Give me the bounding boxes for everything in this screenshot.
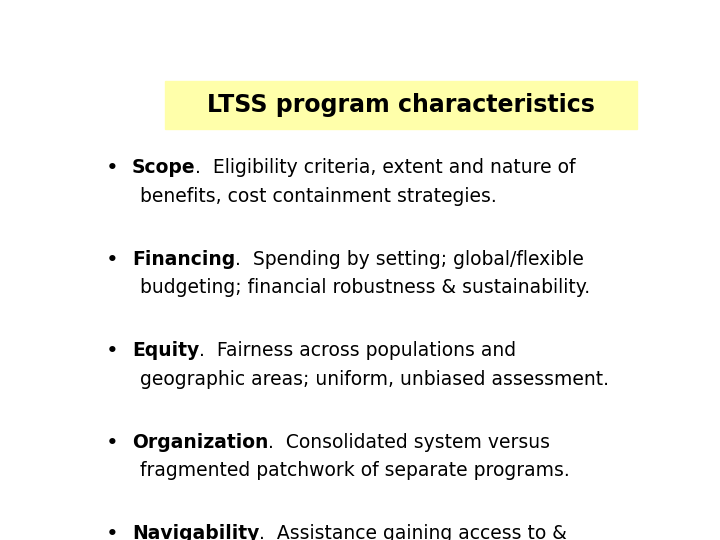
- Text: .  Eligibility criteria, extent and nature of: . Eligibility criteria, extent and natur…: [195, 158, 576, 177]
- Text: fragmented patchwork of separate programs.: fragmented patchwork of separate program…: [140, 461, 570, 480]
- Text: geographic areas; uniform, unbiased assessment.: geographic areas; uniform, unbiased asse…: [140, 369, 609, 389]
- Text: .  Spending by setting; global/flexible: . Spending by setting; global/flexible: [235, 250, 584, 269]
- Text: Organization: Organization: [132, 433, 269, 452]
- Text: benefits, cost containment strategies.: benefits, cost containment strategies.: [140, 187, 497, 206]
- Text: .  Consolidated system versus: . Consolidated system versus: [269, 433, 550, 452]
- Text: .  Assistance gaining access to &: . Assistance gaining access to &: [259, 524, 567, 540]
- Text: .  Fairness across populations and: . Fairness across populations and: [199, 341, 516, 360]
- Text: Equity: Equity: [132, 341, 199, 360]
- Text: Scope: Scope: [132, 158, 195, 177]
- FancyBboxPatch shape: [166, 82, 637, 129]
- Text: budgeting; financial robustness & sustainability.: budgeting; financial robustness & sustai…: [140, 278, 590, 297]
- Text: LTSS program characteristics: LTSS program characteristics: [207, 93, 595, 117]
- Text: •: •: [106, 433, 119, 453]
- Text: •: •: [106, 341, 119, 361]
- Text: •: •: [106, 158, 119, 178]
- Text: Navigability: Navigability: [132, 524, 259, 540]
- Text: •: •: [106, 524, 119, 540]
- Text: •: •: [106, 250, 119, 270]
- Text: Financing: Financing: [132, 250, 235, 269]
